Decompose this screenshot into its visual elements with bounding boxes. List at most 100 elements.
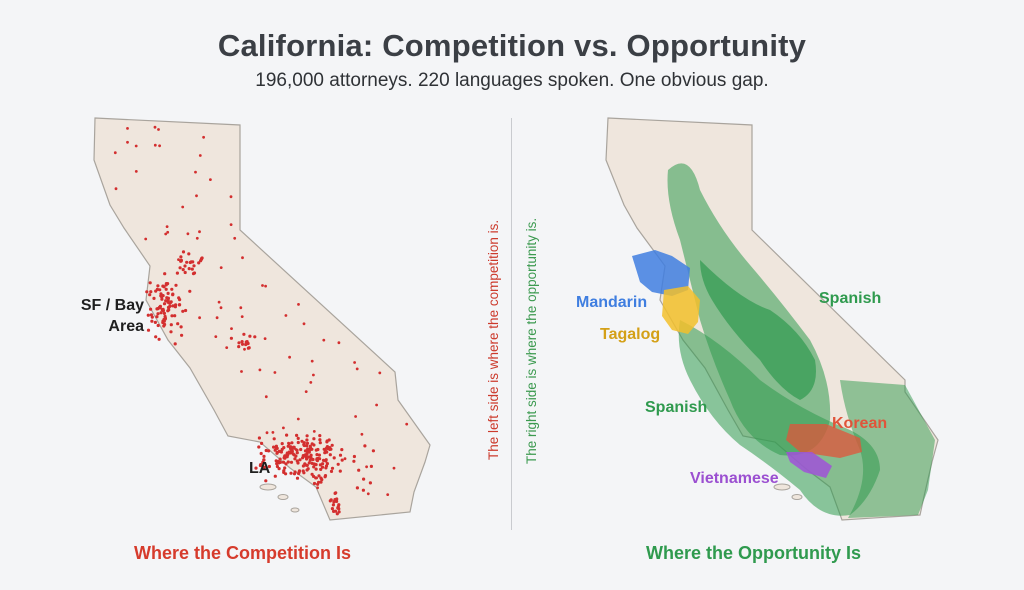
- attorney-dot: [267, 449, 271, 453]
- channel-islands-right: [773, 483, 803, 500]
- attorney-dot: [332, 500, 336, 504]
- attorney-dot: [378, 371, 382, 375]
- attorney-dot: [244, 340, 248, 344]
- attorney-dot: [171, 304, 175, 308]
- attorney-dot: [309, 381, 313, 384]
- attorney-dot: [325, 440, 329, 444]
- attorney-dot: [295, 451, 299, 455]
- attorney-dot: [328, 448, 332, 451]
- attorney-dot: [328, 453, 332, 457]
- attorney-dot: [305, 468, 309, 472]
- attorney-dot: [271, 431, 275, 434]
- attorney-dot: [340, 458, 344, 462]
- competition-dots: [113, 125, 409, 516]
- attorney-dot: [177, 296, 181, 300]
- competition-caption: Where the Competition Is: [134, 543, 352, 563]
- attorney-dot: [289, 460, 294, 464]
- attorney-dot: [168, 301, 172, 305]
- attorney-dot: [318, 441, 322, 445]
- attorney-dot: [318, 434, 322, 438]
- attorney-dot: [166, 305, 171, 310]
- attorney-dot: [305, 444, 309, 448]
- attorney-dot: [293, 457, 297, 461]
- attorney-dot: [315, 458, 319, 462]
- attorney-dot: [363, 444, 367, 448]
- attorney-dot: [163, 322, 167, 327]
- attorney-dot: [322, 338, 326, 342]
- attorney-dot: [183, 264, 187, 268]
- attorney-dot: [312, 437, 316, 441]
- attorney-dot: [290, 448, 294, 452]
- attorney-dot: [286, 444, 290, 448]
- attorney-dot: [191, 260, 195, 264]
- attorney-dot: [188, 260, 192, 265]
- attorney-dot: [257, 445, 261, 449]
- attorney-dot: [197, 261, 201, 265]
- attorney-dot: [371, 449, 375, 453]
- attorney-dot: [155, 307, 159, 311]
- attorney-dot: [191, 272, 196, 276]
- attorney-dot: [334, 491, 338, 495]
- attorney-dot: [219, 306, 223, 310]
- attorney-dot: [272, 437, 276, 441]
- attorney-dot: [265, 431, 269, 435]
- attorney-dot: [152, 296, 156, 300]
- attorney-dot: [181, 205, 185, 209]
- attorney-dot: [375, 403, 378, 407]
- attorney-dot: [156, 312, 160, 316]
- attorney-dot: [317, 474, 321, 478]
- attorney-dot: [237, 341, 241, 345]
- attorney-dot: [365, 465, 368, 469]
- attorney-dot: [242, 332, 246, 336]
- attorney-dot: [164, 299, 168, 303]
- attorney-dot: [309, 453, 313, 457]
- attorney-dot: [165, 296, 169, 300]
- attorney-dot: [291, 452, 295, 456]
- attorney-dot: [283, 466, 287, 470]
- attorney-dot: [405, 422, 409, 426]
- attorney-dot: [126, 140, 129, 144]
- attorney-dot: [312, 373, 315, 377]
- attorney-dot: [300, 439, 304, 443]
- attorney-dot: [296, 417, 300, 421]
- mandarin-label: Mandarin: [576, 294, 648, 311]
- attorney-dot: [303, 462, 307, 466]
- attorney-dot: [240, 370, 243, 373]
- attorney-dot: [126, 126, 129, 130]
- attorney-dot: [184, 308, 188, 313]
- attorney-dot: [185, 260, 189, 264]
- attorney-dot: [296, 436, 300, 440]
- attorney-dot: [330, 443, 334, 447]
- attorney-dot: [284, 314, 288, 317]
- attorney-dot: [285, 455, 289, 459]
- attorney-dot: [361, 488, 365, 492]
- attorney-dot: [317, 453, 321, 457]
- attorney-dot: [324, 466, 328, 470]
- spanish-region-valley: [700, 260, 816, 400]
- attorney-dot: [302, 443, 306, 448]
- attorney-dot: [285, 452, 289, 456]
- attorney-dot: [179, 258, 183, 262]
- attorney-dot: [311, 457, 315, 462]
- spanish-label-north: Spanish: [819, 290, 882, 307]
- attorney-dot: [146, 328, 151, 332]
- attorney-dot: [198, 316, 202, 320]
- attorney-dot: [277, 467, 281, 471]
- attorney-dot: [264, 479, 268, 483]
- attorney-dot: [261, 284, 264, 287]
- attorney-dot: [113, 151, 117, 155]
- attorney-dot: [153, 125, 157, 129]
- attorney-dot: [386, 493, 390, 496]
- attorney-dot: [190, 267, 194, 271]
- attorney-dot: [166, 291, 170, 295]
- attorney-dot: [357, 468, 361, 472]
- attorney-dot: [257, 436, 261, 440]
- attorney-dot: [296, 461, 300, 465]
- attorney-dot: [179, 325, 183, 329]
- channel-islands-left: [259, 483, 300, 513]
- attorney-dot: [202, 135, 206, 139]
- attorney-dot: [319, 467, 323, 471]
- attorney-dot: [134, 170, 138, 173]
- attorney-dot: [294, 448, 298, 451]
- attorney-dot: [321, 462, 325, 466]
